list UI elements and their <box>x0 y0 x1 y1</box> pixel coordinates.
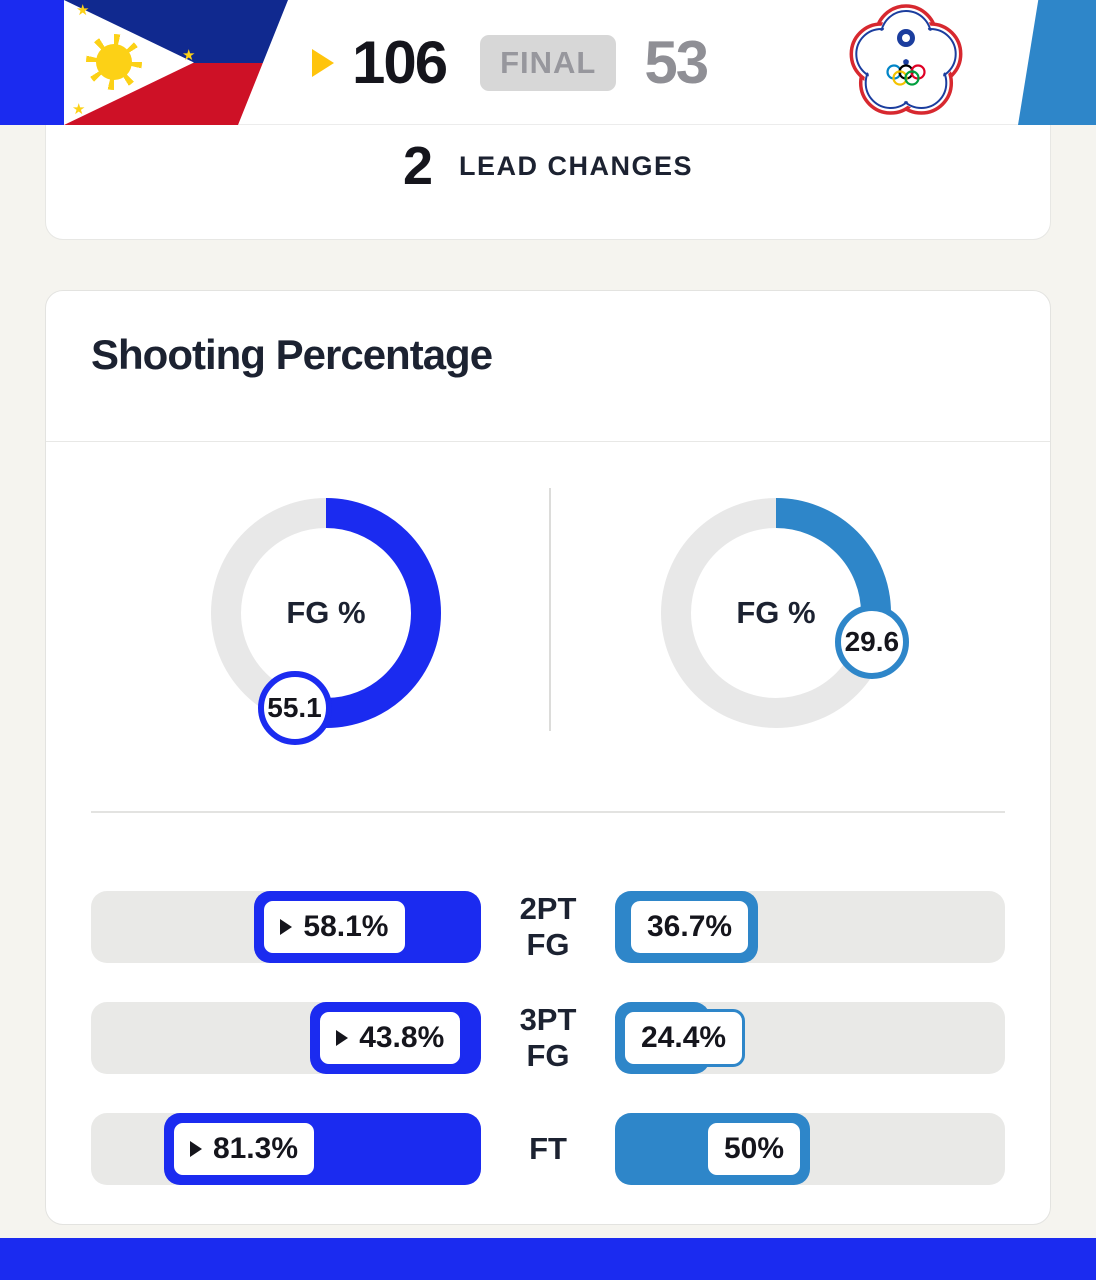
score-area: 106 FINAL 53 <box>312 0 709 125</box>
donut-value-badge: 29.6 <box>834 604 909 679</box>
bar-row-2pt-fg: 58.1% 2PT FG 36.7% <box>91 891 1005 963</box>
away-bar-value-pill: 36.7% <box>628 898 752 956</box>
game-status-badge: FINAL <box>480 34 617 91</box>
home-fg-donut-chart: FG % 55.1 <box>209 496 443 745</box>
leader-arrow-icon <box>189 1141 202 1157</box>
bar-category-label: 3PT FG <box>481 1002 615 1073</box>
vertical-divider <box>549 488 551 731</box>
home-bar-value: 58.1% <box>303 910 389 943</box>
home-bar-track: 43.8% <box>91 1002 481 1074</box>
scoreboard-header: ★ ★ ★ 106 FINAL 53 <box>0 0 1096 125</box>
home-bar-value-pill: 58.1% <box>261 898 408 956</box>
away-team-color-strip <box>1018 0 1096 125</box>
chinese-taipei-flag <box>846 2 966 122</box>
away-bar-value-pill: 50% <box>705 1120 804 1178</box>
home-bar-fill: 81.3% <box>163 1113 481 1185</box>
away-bar-value: 24.4% <box>641 1021 727 1054</box>
lead-changes-label: LEAD CHANGES <box>459 150 694 181</box>
home-bar-value-pill: 81.3% <box>170 1120 318 1178</box>
bar-category-label: FT <box>481 1131 615 1167</box>
card-title: Shooting Percentage <box>91 331 493 378</box>
philippines-flag: ★ ★ ★ <box>64 0 288 125</box>
away-bar-value: 36.7% <box>647 910 733 943</box>
category-line: FT <box>529 1131 567 1167</box>
away-bar-track: 50% <box>615 1113 1005 1185</box>
flag-star-icon: ★ <box>76 2 90 19</box>
away-bar-track: 24.4% <box>615 1002 1005 1074</box>
divider <box>91 811 1005 813</box>
category-line: FG <box>526 927 570 962</box>
home-bar-value-pill: 43.8% <box>317 1009 464 1067</box>
plum-blossom-emblem-icon <box>849 4 963 115</box>
bar-row-3pt-fg: 43.8% 3PT FG 24.4% <box>91 1002 1005 1074</box>
home-bar-value: 43.8% <box>359 1021 445 1054</box>
away-bar-track: 36.7% <box>615 891 1005 963</box>
home-bar-fill: 43.8% <box>310 1002 481 1074</box>
bar-row-ft: 81.3% FT 50% <box>91 1113 1005 1185</box>
home-score: 106 <box>352 29 448 96</box>
bottom-accent-bar <box>0 1238 1096 1280</box>
home-bar-value: 81.3% <box>212 1132 299 1165</box>
home-bar-fill: 58.1% <box>254 891 481 963</box>
flag-star-icon: ★ <box>72 101 86 118</box>
divider <box>46 441 1050 442</box>
donut-center-label: FG % <box>286 595 366 630</box>
donut-center-label: FG % <box>736 595 816 630</box>
leader-arrow-icon <box>336 1030 349 1046</box>
category-line: 2PT <box>519 891 577 927</box>
category-line: FG <box>526 1038 570 1073</box>
away-fg-donut-chart: FG % 29.6 <box>659 496 909 730</box>
shooting-comparison-bars: 58.1% 2PT FG 36.7% <box>91 891 1005 1185</box>
shooting-percentage-card: Shooting Percentage FG % 55.1 FG % 29.6 <box>45 290 1051 1225</box>
away-score: 53 <box>644 29 709 96</box>
home-bar-track: 81.3% <box>91 1113 481 1185</box>
lead-changes-value: 2 <box>402 136 434 196</box>
leader-arrow-icon <box>280 919 293 935</box>
flag-star-icon: ★ <box>182 47 196 64</box>
category-line: 3PT <box>519 1002 577 1038</box>
donut-value-badge: 55.1 <box>257 670 332 745</box>
home-bar-track: 58.1% <box>91 891 481 963</box>
away-bar-value-pill: 24.4% <box>622 1009 746 1067</box>
winner-arrow-icon <box>312 48 334 77</box>
away-bar-value: 50% <box>724 1132 785 1165</box>
bar-category-label: 2PT FG <box>481 891 615 962</box>
flag-sun-icon <box>86 34 142 90</box>
home-team-color-strip <box>0 0 64 125</box>
